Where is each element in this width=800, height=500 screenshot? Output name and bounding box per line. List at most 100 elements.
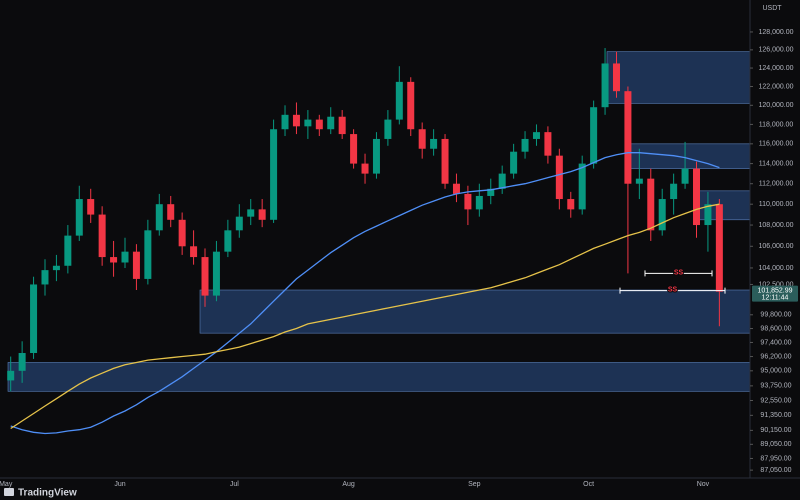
x-tick-label: Jul	[230, 481, 239, 488]
candle-body	[441, 138, 449, 184]
candle-body	[361, 163, 369, 174]
y-tick-label: 102,500.00	[758, 281, 793, 288]
candle-body	[658, 199, 666, 231]
candle-body	[87, 199, 95, 215]
currency: USDT	[762, 5, 782, 12]
candle-body	[224, 230, 232, 252]
candle-body	[681, 168, 689, 184]
candle-body	[304, 119, 312, 127]
candle-body	[464, 193, 472, 210]
candle-body	[590, 107, 598, 164]
logo-text: TradingView	[18, 488, 77, 499]
candle-body	[601, 63, 609, 108]
candle-body	[155, 204, 163, 231]
candle-body	[121, 251, 129, 263]
candle-body	[270, 129, 278, 220]
candle-body	[555, 155, 563, 200]
candle-body	[18, 353, 26, 371]
candle-body	[75, 199, 83, 236]
level-label: SS	[674, 269, 684, 276]
candle-body	[647, 178, 655, 231]
candle-body	[510, 151, 518, 174]
candle-body	[521, 138, 529, 152]
y-tick-label: 126,000.00	[758, 47, 793, 54]
y-tick-label: 128,000.00	[758, 29, 793, 36]
y-tick-label: 91,350.00	[760, 412, 791, 419]
y-tick-label: 93,750.00	[760, 383, 791, 390]
candle-body	[190, 246, 198, 258]
candle-body	[715, 204, 723, 292]
candle-body	[704, 204, 712, 226]
candle-body	[258, 209, 266, 220]
y-tick-label: 95,000.00	[760, 368, 791, 375]
candle-body	[327, 116, 335, 130]
y-tick-label: 92,550.00	[760, 397, 791, 404]
candle-body	[487, 188, 495, 196]
candle-body	[350, 134, 358, 164]
candle-body	[64, 235, 72, 266]
y-tick-label: 112,000.00	[759, 181, 794, 188]
x-tick-label: Aug	[342, 481, 355, 488]
candle-body	[544, 132, 552, 156]
candle-body	[384, 119, 392, 139]
y-tick-label: 106,000.00	[758, 243, 793, 250]
candle-body	[98, 214, 106, 258]
y-tick-label: 122,000.00	[758, 83, 793, 90]
x-tick-label: May	[0, 481, 13, 488]
candle-body	[235, 216, 243, 231]
y-tick-label: 116,000.00	[759, 141, 794, 148]
zone	[624, 143, 750, 169]
y-tick-label: 97,400.00	[760, 339, 791, 346]
candle-body	[670, 183, 678, 200]
candle-body	[52, 265, 60, 271]
candle-body	[418, 129, 426, 149]
last-price-box	[752, 285, 798, 302]
logo: TradingView	[4, 488, 77, 499]
x-tick-label: Sep	[468, 481, 481, 488]
candle-body	[41, 270, 49, 285]
x-tick-label: Oct	[583, 481, 594, 488]
candle-body	[612, 63, 620, 92]
y-tick-label: 120,000.00	[758, 102, 793, 109]
candle-body	[635, 178, 643, 184]
candle-body	[475, 195, 483, 210]
y-tick-label: 118,000.00	[759, 121, 794, 128]
y-tick-label: 89,050.00	[760, 441, 791, 448]
candle-body	[532, 132, 540, 139]
candle-body	[395, 81, 403, 120]
plot-area: SS SS	[7, 48, 750, 435]
candle-body	[372, 138, 380, 174]
y-tick-label: 98,600.00	[760, 325, 791, 332]
zone	[199, 289, 750, 334]
candle-body	[498, 173, 506, 189]
candle-body	[567, 199, 575, 210]
candle-body	[167, 204, 175, 220]
countdown: 12:11:44	[762, 294, 789, 301]
candle-body	[624, 91, 632, 184]
moving-average	[10, 152, 720, 435]
moving-average	[10, 203, 720, 430]
candle-body	[693, 168, 700, 226]
candle-body	[30, 284, 38, 354]
y-tick-label: 87,950.00	[760, 455, 791, 462]
candle-body	[132, 251, 140, 279]
candle-body	[430, 138, 438, 149]
candle-body	[281, 114, 289, 130]
y-tick-label: 96,200.00	[760, 353, 791, 360]
candle-body	[110, 257, 118, 263]
last-price-label: 101,852.99	[757, 287, 792, 294]
y-tick-label: 110,000.00	[759, 201, 794, 208]
y-tick-label: 108,000.00	[758, 222, 793, 229]
x-tick-label: Nov	[697, 481, 710, 488]
logo-icon	[4, 488, 14, 496]
candle-body	[452, 183, 460, 194]
candle-body	[315, 119, 323, 130]
candle-body	[212, 251, 220, 296]
candle-body	[407, 81, 415, 130]
level-label: SS	[668, 286, 678, 293]
candle-body	[7, 370, 15, 381]
y-tick-label: 90,150.00	[760, 427, 791, 434]
zone	[7, 362, 750, 392]
